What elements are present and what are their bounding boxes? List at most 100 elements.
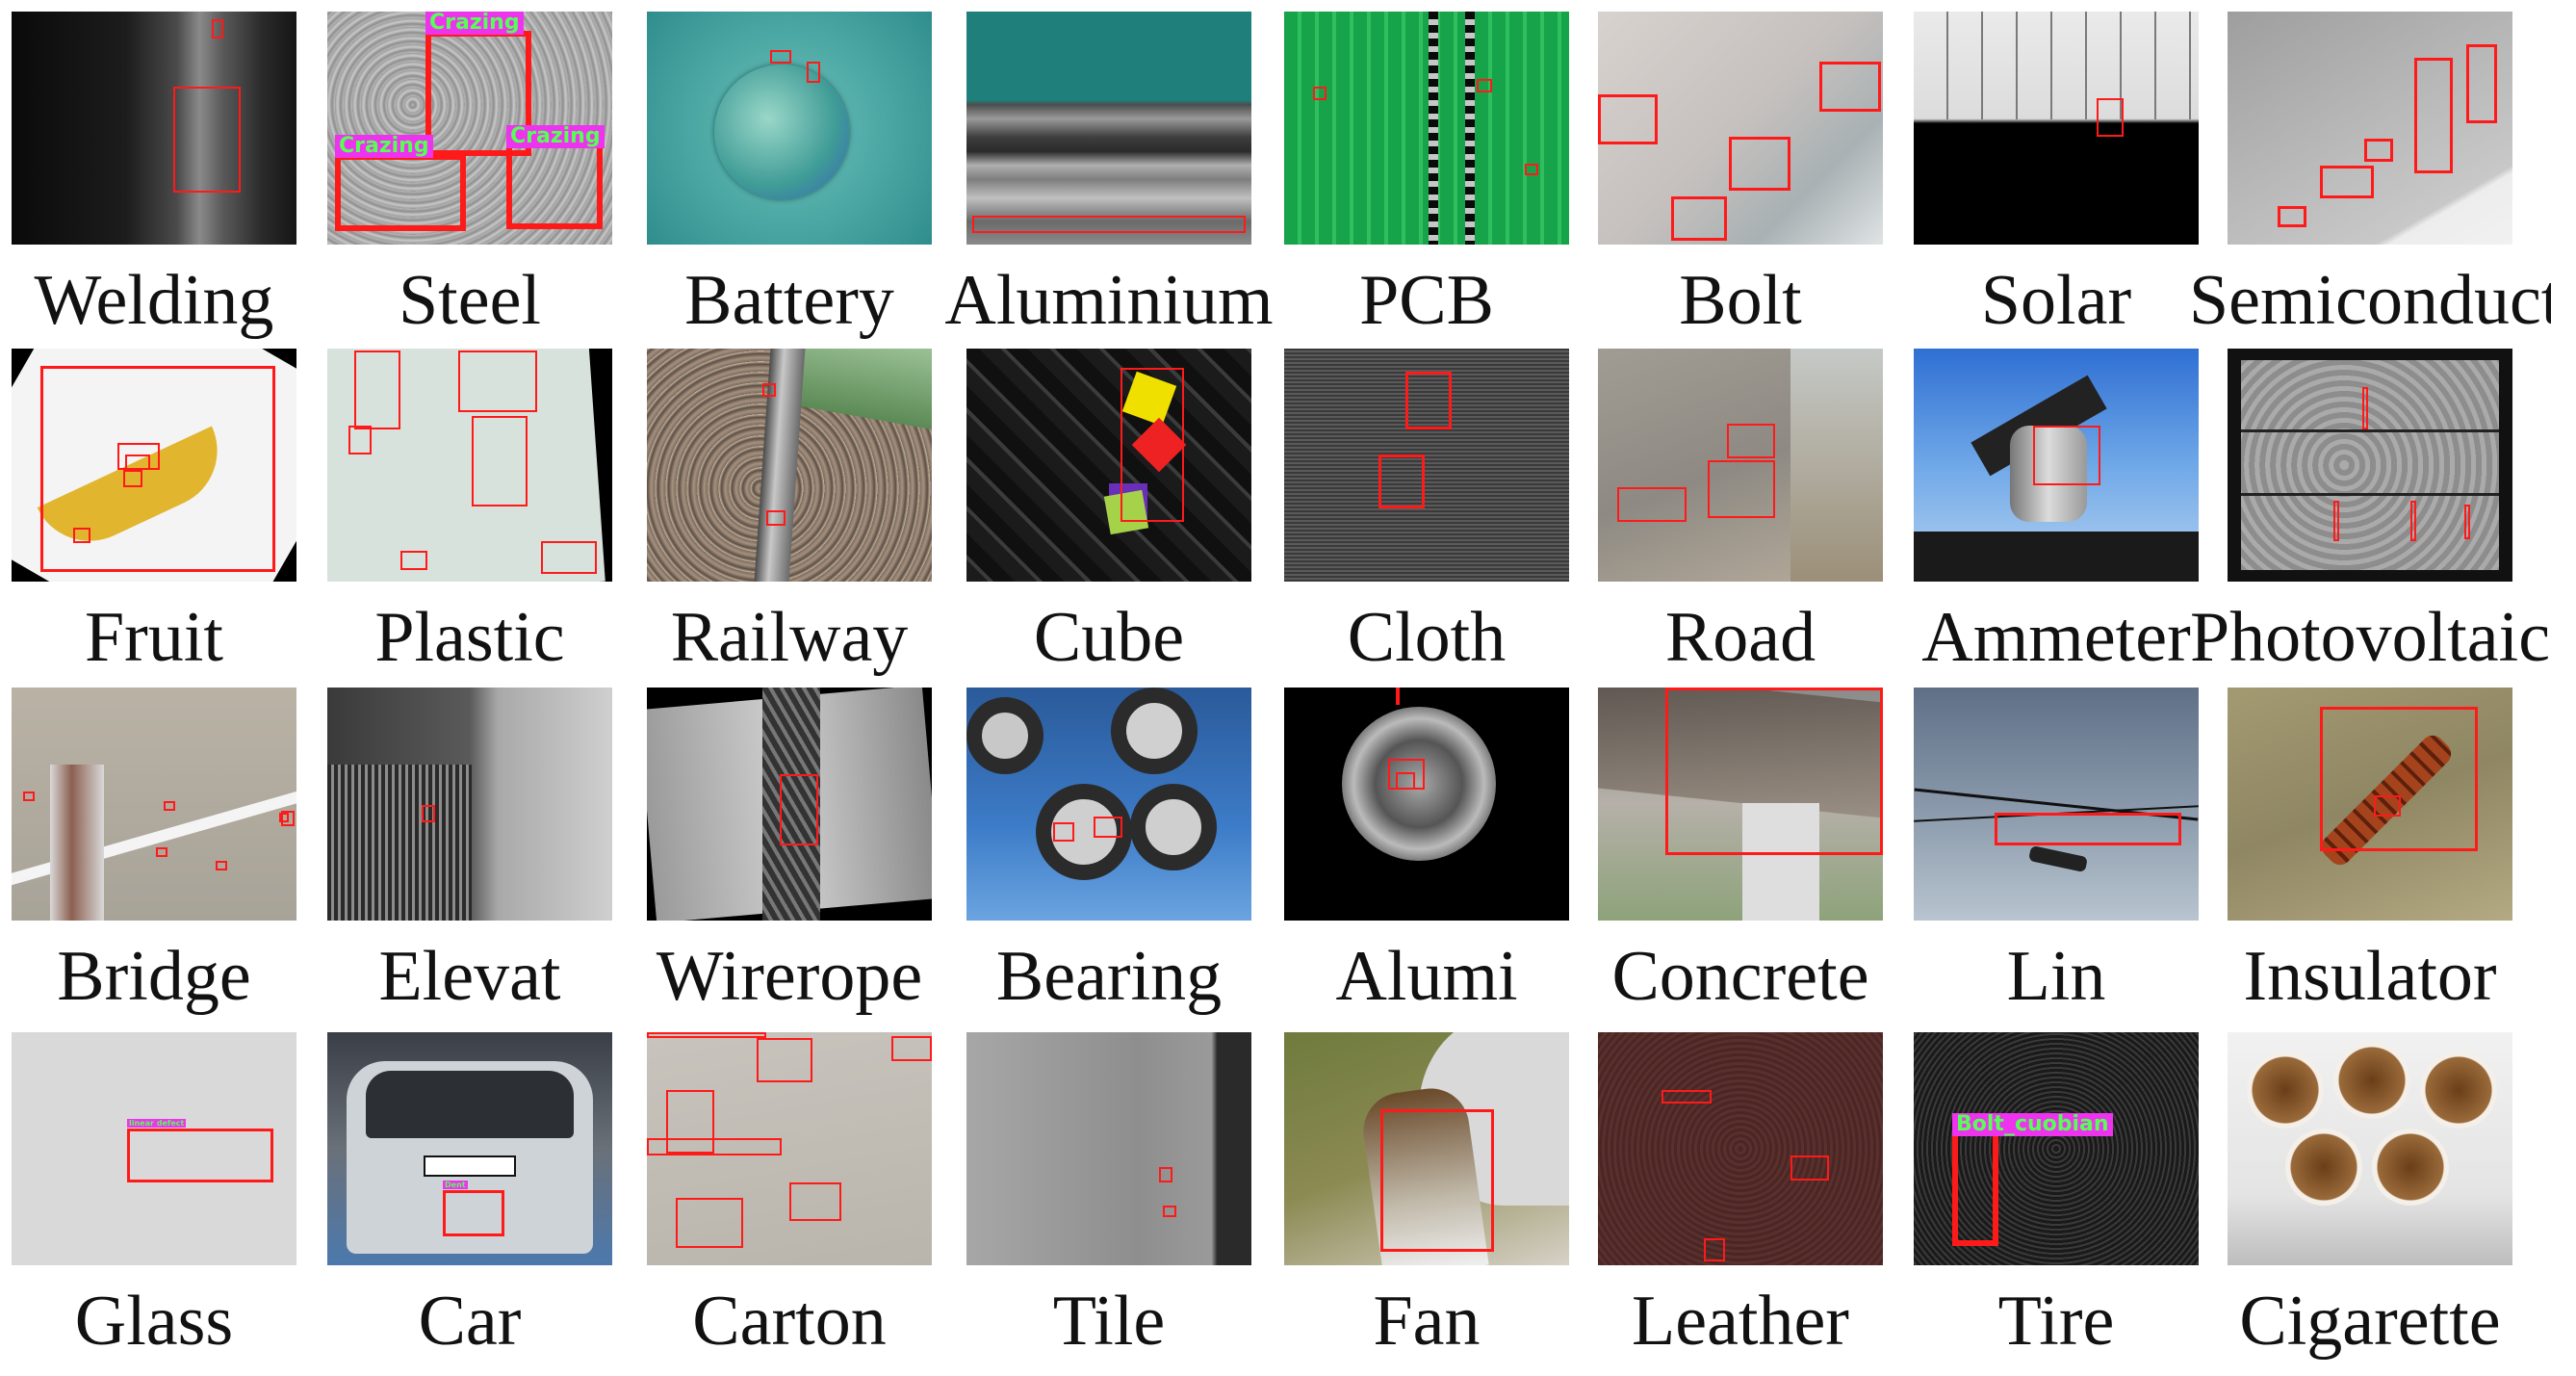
defect-box	[1313, 87, 1327, 100]
defect-box	[173, 87, 241, 193]
panel-cloth: Cloth	[1284, 349, 1569, 686]
defect-box	[472, 416, 528, 506]
defect-box	[1405, 372, 1452, 429]
defect-box	[2333, 501, 2339, 541]
cigarette-image	[2228, 1032, 2512, 1265]
insulator-image	[2228, 688, 2512, 921]
defect-box	[1704, 1238, 1725, 1261]
defect-box	[807, 62, 820, 83]
panel-label: Cloth	[1347, 598, 1507, 677]
defect-box	[2364, 139, 2393, 162]
fruit-image	[12, 349, 296, 582]
defect-box	[757, 1038, 812, 1082]
defect-box	[2374, 795, 2401, 817]
defect-box	[647, 1032, 766, 1038]
defect-box	[2278, 206, 2306, 227]
wirerope-image	[647, 688, 932, 921]
panel-wirerope: Wirerope	[647, 688, 932, 1025]
panel-aluminium: Aluminium	[944, 12, 1274, 349]
defect-box	[348, 426, 372, 454]
panel-label: Steel	[399, 261, 541, 340]
defect-box	[541, 541, 597, 574]
road-image	[1598, 349, 1883, 582]
defect-box	[2320, 707, 2478, 851]
fan-image	[1284, 1032, 1569, 1265]
panel-label: Fan	[1373, 1282, 1481, 1361]
semiconductor-image	[2228, 12, 2512, 245]
panel-label: Glass	[74, 1282, 234, 1361]
leather-image	[1598, 1032, 1883, 1265]
photovoltaic-image	[2228, 349, 2512, 582]
panel-railway: Railway	[647, 349, 932, 686]
defect-tag: linear defect	[127, 1119, 187, 1128]
defect-box	[212, 19, 223, 39]
concrete-image	[1598, 688, 1883, 921]
panel-battery: Battery	[647, 12, 932, 349]
panel-label: Cube	[1033, 598, 1185, 677]
defect-box	[458, 350, 537, 412]
cloth-image	[1284, 349, 1569, 582]
panel-label: Carton	[692, 1282, 887, 1361]
defect-box	[1662, 1090, 1712, 1103]
panel-bearing: Bearing	[966, 688, 1251, 1025]
defect-box	[1380, 1109, 1494, 1252]
panel-label: Wirerope	[656, 937, 923, 1016]
panel-fruit: Fruit	[12, 349, 296, 686]
crazing-tag: Crazing	[506, 125, 605, 148]
crazing-box	[335, 154, 466, 231]
panel-label: Road	[1664, 598, 1816, 677]
panel-ammeter: Ammeter	[1914, 349, 2199, 686]
defect-box	[422, 805, 435, 822]
panel-car: Dent Car	[327, 1032, 612, 1369]
panel-tile: Tile	[966, 1032, 1251, 1369]
railway-image	[647, 349, 932, 582]
defect-box	[1378, 454, 1425, 508]
defect-box	[972, 216, 1246, 233]
defect-box	[2097, 98, 2124, 137]
defect-box	[1396, 772, 1415, 790]
panel-semiconduct: Semiconduct	[2189, 12, 2551, 349]
defect-box	[1094, 817, 1122, 838]
elevator-image	[327, 688, 612, 921]
panel-label: Solar	[1980, 261, 2132, 340]
panel-bolt: Bolt	[1598, 12, 1883, 349]
panel-label: Bearing	[995, 937, 1223, 1016]
defect-box	[2466, 44, 2497, 123]
defect-box	[2414, 58, 2453, 173]
defect-box	[2320, 166, 2374, 198]
defect-box	[40, 366, 275, 572]
panel-tire: Bolt_cuobian Tire	[1914, 1032, 2199, 1369]
panel-label: Ammeter	[1921, 598, 2191, 677]
defect-box	[216, 861, 227, 870]
dent-box	[443, 1190, 504, 1236]
defect-box	[1727, 424, 1775, 458]
battery-image	[647, 12, 932, 245]
defect-box	[789, 1182, 841, 1221]
defect-box	[281, 811, 295, 826]
defect-box	[1995, 813, 2181, 845]
crazing-tag: Crazing	[335, 135, 433, 158]
defect-box	[1121, 368, 1184, 522]
defect-box	[1159, 1167, 1172, 1182]
panel-insulator: Insulator	[2228, 688, 2512, 1025]
aluminium-part-image	[1284, 688, 1569, 921]
panel-label: Tire	[1997, 1282, 2115, 1361]
solar-image	[1914, 12, 2199, 245]
bolt-box	[1819, 62, 1881, 112]
panel-solar: Solar	[1914, 12, 2199, 349]
ammeter-image	[1914, 349, 2199, 582]
panel-leather: Leather	[1598, 1032, 1883, 1369]
defect-box	[1163, 1206, 1176, 1217]
panel-label: Semiconduct	[2189, 261, 2551, 340]
panel-road: Road	[1598, 349, 1883, 686]
panel-label: PCB	[1359, 261, 1494, 340]
panel-label: Tile	[1052, 1282, 1166, 1361]
defect-box	[279, 813, 289, 822]
plastic-image	[327, 349, 612, 582]
tile-image	[966, 1032, 1251, 1265]
line-image	[1914, 688, 2199, 921]
defect-box	[1477, 79, 1492, 92]
defect-box	[647, 1138, 782, 1155]
defect-box	[762, 383, 776, 397]
